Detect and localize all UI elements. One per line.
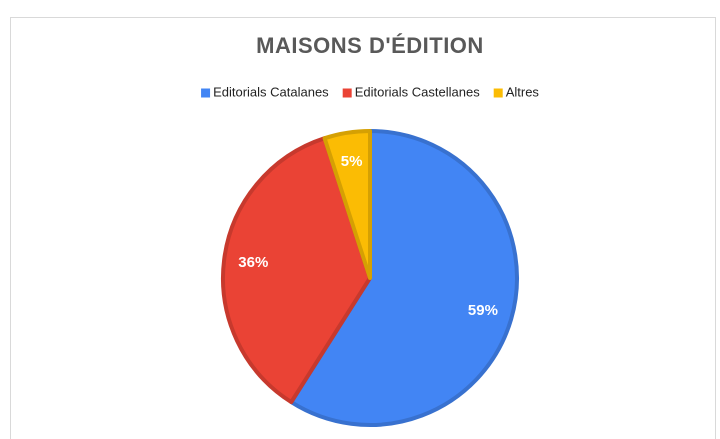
legend-label: Editorials Catalanes xyxy=(213,84,329,99)
chart-title: MAISONS D'ÉDITION xyxy=(256,33,484,58)
legend-swatch xyxy=(342,88,352,98)
legend-swatch xyxy=(201,88,211,98)
legend-label: Altres xyxy=(506,84,540,99)
legend-label: Editorials Castellanes xyxy=(355,84,481,99)
slice-label: 36% xyxy=(238,254,268,271)
slice-label: 59% xyxy=(468,302,498,319)
pie-slice xyxy=(322,129,372,280)
pie-slice xyxy=(221,136,372,405)
legend-swatch xyxy=(493,88,503,98)
slice-label: 5% xyxy=(341,153,363,170)
pie-slice xyxy=(289,129,519,427)
